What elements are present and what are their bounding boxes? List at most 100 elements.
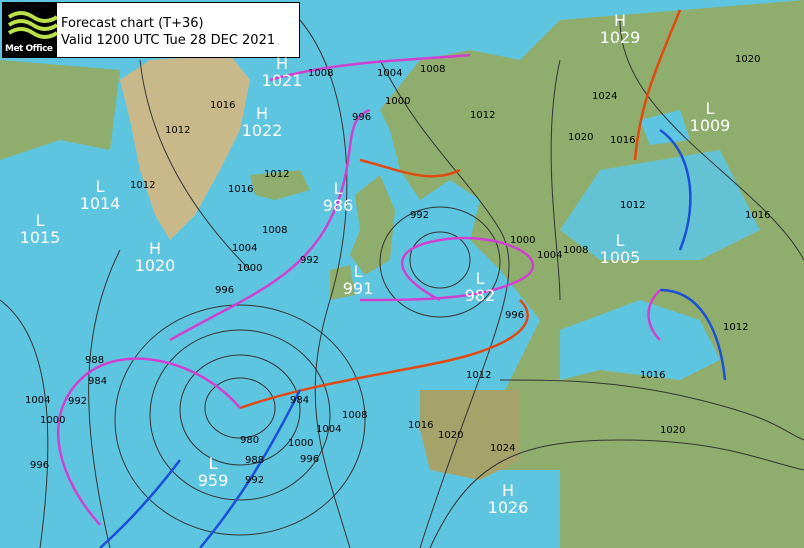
occluded-front (269, 53, 471, 82)
isobar-label: 1020 (568, 132, 593, 143)
centre-type: L (208, 454, 218, 473)
pressure-centre-l: L 959 (198, 455, 229, 489)
isobar-label: 996 (505, 310, 524, 321)
occluded-front (57, 357, 241, 526)
isobar-label: 1020 (438, 430, 463, 441)
centre-value: 1021 (261, 71, 303, 90)
centre-type: L (333, 179, 343, 198)
centre-value: 1009 (689, 116, 731, 135)
isobar-label: 1012 (466, 370, 491, 381)
cold-front (99, 459, 181, 548)
pressure-centre-l: L 1009 (690, 100, 731, 134)
isobar-label: 1008 (342, 410, 367, 421)
isobar-label: 1016 (745, 210, 770, 221)
isobar-label: 992 (410, 210, 429, 221)
isobar-label: 1016 (610, 135, 635, 146)
isobar-label: 1004 (232, 243, 257, 254)
pressure-centre-l: L 1015 (20, 212, 61, 246)
centre-type: H (501, 481, 515, 500)
isobar-label: 1024 (490, 443, 515, 454)
isobar-label: 988 (245, 455, 264, 466)
centre-type: L (615, 231, 625, 250)
isobar-label: 1004 (537, 250, 562, 261)
isobar-label: 996 (215, 285, 234, 296)
pressure-centre-h: H 1022 (242, 105, 283, 139)
isobar-label: 1012 (130, 180, 155, 191)
isobar-label: 984 (290, 395, 309, 406)
isobar-label: 1000 (40, 415, 65, 426)
pressure-centre-l: L 982 (465, 270, 496, 304)
cold-front (659, 288, 727, 381)
warm-front (633, 9, 682, 161)
warm-front (359, 158, 461, 178)
cold-front (199, 389, 302, 548)
isobar-label: 996 (352, 112, 371, 123)
pressure-centre-l: L 1005 (600, 232, 641, 266)
centre-value: 1026 (487, 498, 529, 517)
isobar-label: 1004 (377, 68, 402, 79)
centre-type: H (275, 54, 289, 73)
centre-value: 1020 (134, 256, 176, 275)
isobar-label: 1012 (620, 200, 645, 211)
fronts (57, 9, 727, 548)
isobar-label: 1016 (210, 100, 235, 111)
pressure-centre-l: L 991 (343, 263, 374, 297)
isobar-label: 1008 (308, 68, 333, 79)
isobar-label: 1012 (470, 110, 495, 121)
centre-type: H (613, 11, 627, 30)
occluded-front (169, 108, 371, 342)
valid-time: Valid 1200 UTC Tue 28 DEC 2021 (61, 33, 276, 48)
isobar-label: 992 (300, 255, 319, 266)
isobar-label: 1008 (420, 64, 445, 75)
isobar-label: 984 (88, 376, 107, 387)
centre-type: L (35, 211, 45, 230)
centre-value: 982 (464, 286, 496, 305)
centre-type: L (475, 269, 485, 288)
met-office-logo: Met Office (3, 3, 59, 57)
isobar-label: 1016 (640, 370, 665, 381)
isobar-label: 1024 (592, 91, 617, 102)
centre-value: 1022 (241, 121, 283, 140)
pressure-centre-h: H 1021 (262, 55, 303, 89)
centre-value: 1005 (599, 248, 641, 267)
occluded-front (359, 236, 535, 302)
isobar-label: 980 (240, 435, 259, 446)
isobar-label: 992 (245, 475, 264, 486)
isobar-label: 1020 (660, 425, 685, 436)
centre-type: H (255, 104, 269, 123)
centre-value: 1029 (599, 28, 641, 47)
pressure-centre-h: H 1020 (135, 240, 176, 274)
centre-value: 959 (197, 471, 229, 490)
warm-front (239, 299, 529, 410)
isobar-label: 1000 (288, 438, 313, 449)
chart-title-box: Met Office Forecast chart (T+36) Valid 1… (2, 2, 300, 58)
isobar-label: 996 (300, 454, 319, 465)
centre-type: L (95, 177, 105, 196)
isobars (0, 19, 804, 548)
centre-type: L (353, 262, 363, 281)
isobar-label: 1012 (165, 125, 190, 136)
pressure-centre-h: H 1026 (488, 482, 529, 516)
centre-value: 1014 (79, 194, 121, 213)
isobar-label: 1000 (237, 263, 262, 274)
logo-waves-icon (7, 11, 59, 39)
isobar-label: 988 (85, 355, 104, 366)
isobar-label: 1008 (563, 245, 588, 256)
isobar-label: 1012 (264, 169, 289, 180)
cold-front (659, 128, 692, 251)
isobar-label: 992 (68, 396, 87, 407)
isobar-label: 1008 (262, 225, 287, 236)
logo-text: Met Office (5, 44, 53, 54)
centre-value: 986 (322, 196, 354, 215)
isobar-label: 1000 (510, 235, 535, 246)
isobar-label: 1016 (408, 420, 433, 431)
occluded-front (647, 289, 661, 341)
isobar-label: 1004 (25, 395, 50, 406)
isobar-label: 1020 (735, 54, 760, 65)
isobar-label: 1016 (228, 184, 253, 195)
isobar-label: 996 (30, 460, 49, 471)
centre-type: L (705, 99, 715, 118)
isobar-label: 1012 (723, 322, 748, 333)
